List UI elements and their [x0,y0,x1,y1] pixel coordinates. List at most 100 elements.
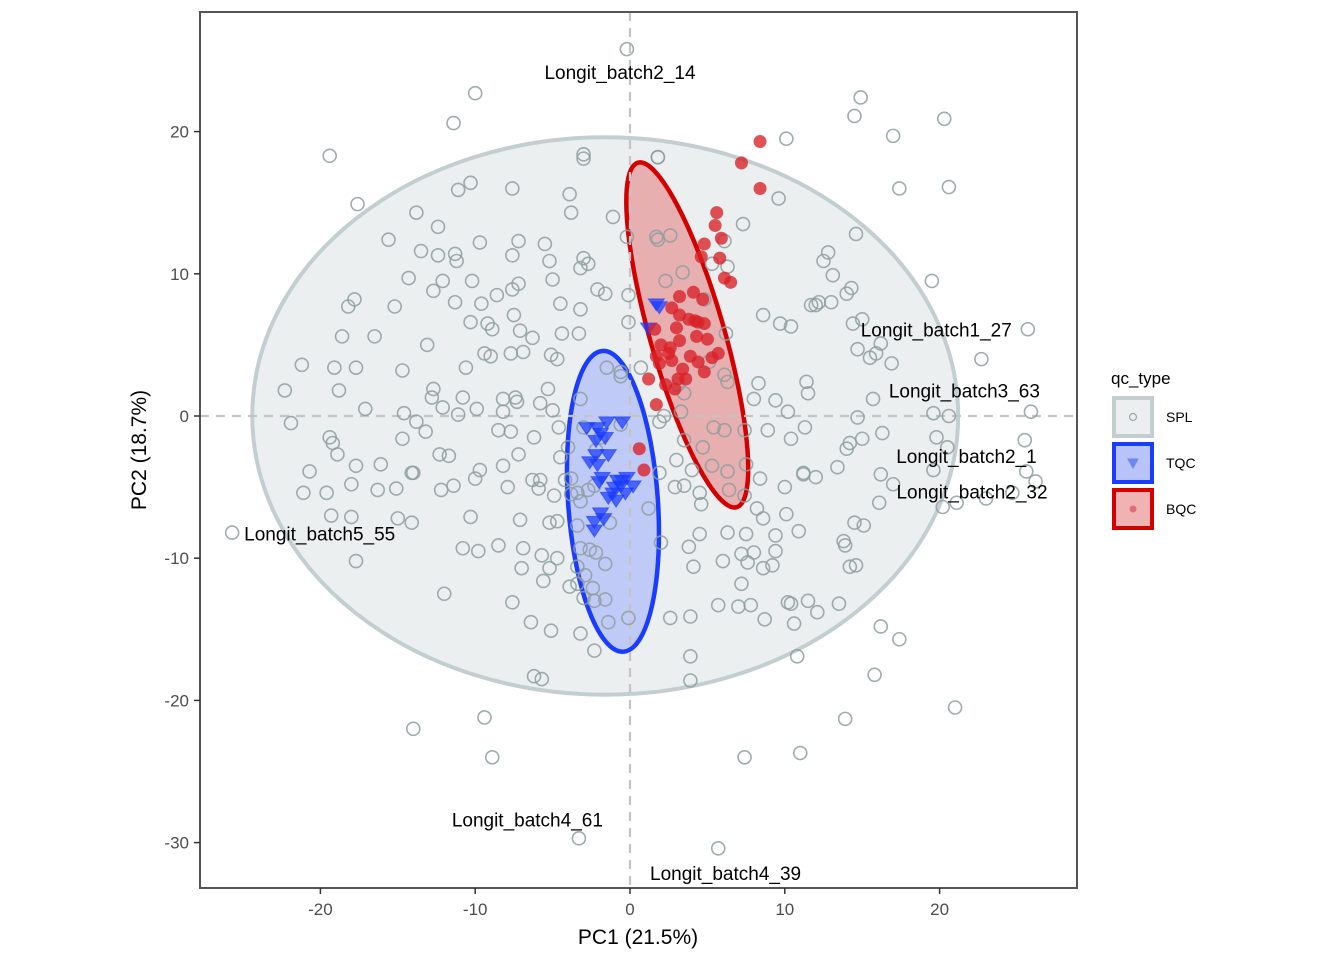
legend-label: TQC [1166,455,1196,471]
point-spl [395,363,410,378]
point-spl [322,148,337,164]
point-spl [463,175,478,191]
point-spl [551,420,567,435]
point-bqc [648,322,662,336]
point-spl [388,481,404,496]
point-spl [405,721,421,737]
point-spl [557,472,573,488]
point-spl [940,439,955,455]
point-spl [1028,474,1043,489]
point-spl [426,283,441,299]
legend-label: SPL [1166,409,1193,425]
point-spl [426,381,441,397]
point-spl [562,579,577,594]
point-spl [652,465,667,481]
point-spl [470,543,486,559]
point-spl [560,439,576,455]
point-spl [505,594,520,610]
point-bqc [676,362,690,376]
point-spl [871,495,887,511]
point-spl [587,593,602,609]
point-bqc [713,251,727,265]
point-spl [757,612,772,627]
point-spl [348,360,364,375]
point-spl [854,312,870,327]
point-spl [613,368,629,384]
point-spl [599,360,615,375]
point-bqc [668,382,682,396]
point-spl [662,610,678,626]
point-spl [553,296,568,311]
point-spl [571,831,587,846]
point-label: Longit_batch2_32 [896,482,1047,503]
points-layer [224,41,1043,856]
point-spl [810,604,825,620]
point-spl [449,253,464,269]
point-spl [296,485,311,501]
point-spl [419,337,435,353]
point-spl [590,282,605,297]
point-spl [464,273,480,289]
point-spl [302,464,317,479]
point-spl [676,478,692,493]
point-spl [717,367,732,383]
point-spl [503,424,519,439]
point-spl [710,840,726,856]
x-tick-label: -20 [308,900,333,919]
legend-title: qc_type [1111,369,1171,388]
point-tqc [624,480,643,494]
point-spl [526,668,542,684]
point-bqc [697,237,711,251]
point-spl [573,391,588,407]
point-spl [542,515,557,530]
point-spl [853,90,868,105]
point-spl [734,576,749,592]
point-spl [786,616,802,631]
point-spl [830,459,845,475]
point-spl [686,559,701,575]
point-spl [436,586,452,602]
point-label: Longit_batch2_14 [544,63,696,84]
point-spl [1023,404,1039,420]
point-spl [511,233,526,249]
point-spl [511,447,526,462]
point-bqc [632,442,646,456]
point-spl [875,425,890,441]
point-spl [469,401,485,417]
point-spl [738,526,754,542]
point-tqc [596,432,615,446]
point-label: Longit_batch3_63 [889,382,1040,403]
point-bqc [671,372,685,386]
point-spl [597,286,613,302]
y-axis-title: PC2 (18.7%) [128,390,151,510]
point-bqc [711,346,725,360]
point-spl [573,260,588,276]
point-spl [692,526,707,542]
point-spl [401,270,416,286]
point-spl [737,749,752,765]
point-tqc [585,515,604,530]
point-spl [348,458,364,474]
point-spl [480,316,495,331]
point-spl [546,488,562,503]
point-spl [947,700,963,715]
point-spl [885,128,901,144]
x-axis-title: PC1 (21.5%) [578,926,698,949]
ellipse-bqc [624,160,751,510]
point-spl [467,471,483,486]
point-spl [450,182,466,198]
point-spl [387,299,403,314]
point-spl [506,307,522,323]
x-tick-label: 0 [625,900,634,919]
point-spl [395,431,410,447]
point-spl [873,336,889,351]
point-spl [294,357,310,373]
point-spl [797,420,813,435]
point-spl [350,196,365,212]
point-spl [649,229,664,245]
point-spl [441,448,457,464]
point-spl [892,181,907,196]
point-spl [792,745,808,761]
point-spl [839,286,855,302]
point-spl [848,558,864,573]
